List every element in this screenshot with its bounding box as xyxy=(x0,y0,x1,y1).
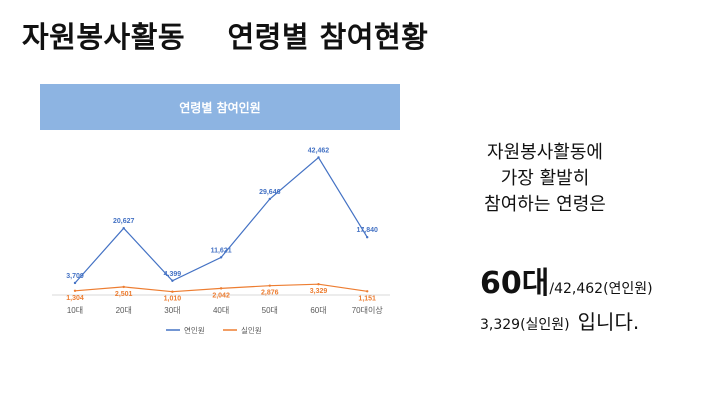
data-point-1-7 xyxy=(366,236,369,239)
data-point-2-7 xyxy=(366,290,369,293)
data-label-1-2: 20,627 xyxy=(113,218,135,225)
summary-line-3: 참여하는 연령은 xyxy=(484,194,606,215)
x-tick-label: 10대 xyxy=(67,306,83,315)
legend-label-2: 실인원 xyxy=(241,325,262,335)
summary-line-1: 자원봉사활동에 xyxy=(487,142,603,163)
highlight-detail-total: /42,462(연인원) xyxy=(549,281,653,297)
chart-panel: 연령별 참여인원 3,709 20,627 4,399 11,621 29,646 42,… xyxy=(40,84,400,358)
legend-label-1: 연인원 xyxy=(184,325,205,335)
x-tick-label: 30대 xyxy=(164,306,180,315)
data-point-2-5 xyxy=(268,284,271,287)
data-label-1-5: 29,646 xyxy=(259,189,281,196)
line-chart: 3,709 20,627 4,399 11,621 29,646 42,462 17,840… xyxy=(52,147,390,335)
data-label-1-7: 17,840 xyxy=(356,227,378,234)
data-point-1-1 xyxy=(73,281,77,285)
data-label-2-3: 1,010 xyxy=(164,296,182,303)
highlight-age: 60대 xyxy=(480,266,550,301)
x-tick-label: 70대이상 xyxy=(352,305,384,315)
data-label-1-1: 3,709 xyxy=(66,273,84,280)
chart-title: 연령별 참여인원 xyxy=(179,100,261,115)
x-tick-label: 60대 xyxy=(310,306,326,315)
data-label-1-4: 11,621 xyxy=(211,247,232,254)
data-label-2-7: 1,151 xyxy=(358,295,376,302)
data-point-2-4 xyxy=(219,287,223,290)
data-point-1-4 xyxy=(219,256,223,259)
summary-line-2: 가장 활발히 xyxy=(500,168,590,189)
data-point-1-5 xyxy=(268,197,271,201)
data-point-2-3 xyxy=(171,290,174,293)
x-tick-label: 40대 xyxy=(213,306,229,315)
highlight-detail-actual: 3,329(실인원) xyxy=(480,317,570,333)
data-label-2-6: 3,329 xyxy=(310,288,328,295)
highlight-line: 60대/42,462(연인원) xyxy=(480,258,653,302)
data-point-2-6 xyxy=(317,283,320,286)
data-label-1-3: 4,399 xyxy=(164,271,182,278)
data-point-2-1 xyxy=(73,289,77,292)
detail-line: 3,329(실인원) 입니다. xyxy=(480,306,639,335)
data-label-2-4: 2,042 xyxy=(212,292,230,299)
data-label-2-5: 2,876 xyxy=(261,290,279,297)
data-point-1-2 xyxy=(122,226,125,230)
x-tick-label: 50대 xyxy=(262,306,278,315)
x-tick-label: 20대 xyxy=(116,306,132,315)
data-label-2-2: 2,501 xyxy=(115,291,133,298)
data-point-2-2 xyxy=(122,285,125,289)
data-point-1-6 xyxy=(317,156,320,159)
summary-text: 자원봉사활동에 가장 활발히 참여하는 연령은 xyxy=(430,140,660,218)
slide-title: 자원봉사활동 연령별 참여현황 xyxy=(22,20,429,54)
data-point-1-3 xyxy=(171,279,174,282)
chart-header: 연령별 참여인원 xyxy=(40,84,400,130)
chart-body: 3,709 20,627 4,399 11,621 29,646 42,462 17,840… xyxy=(40,130,400,358)
data-label-2-1: 1,304 xyxy=(66,295,84,302)
summary-ending: 입니다. xyxy=(577,310,640,334)
data-label-1-6: 42,462 xyxy=(308,147,330,154)
